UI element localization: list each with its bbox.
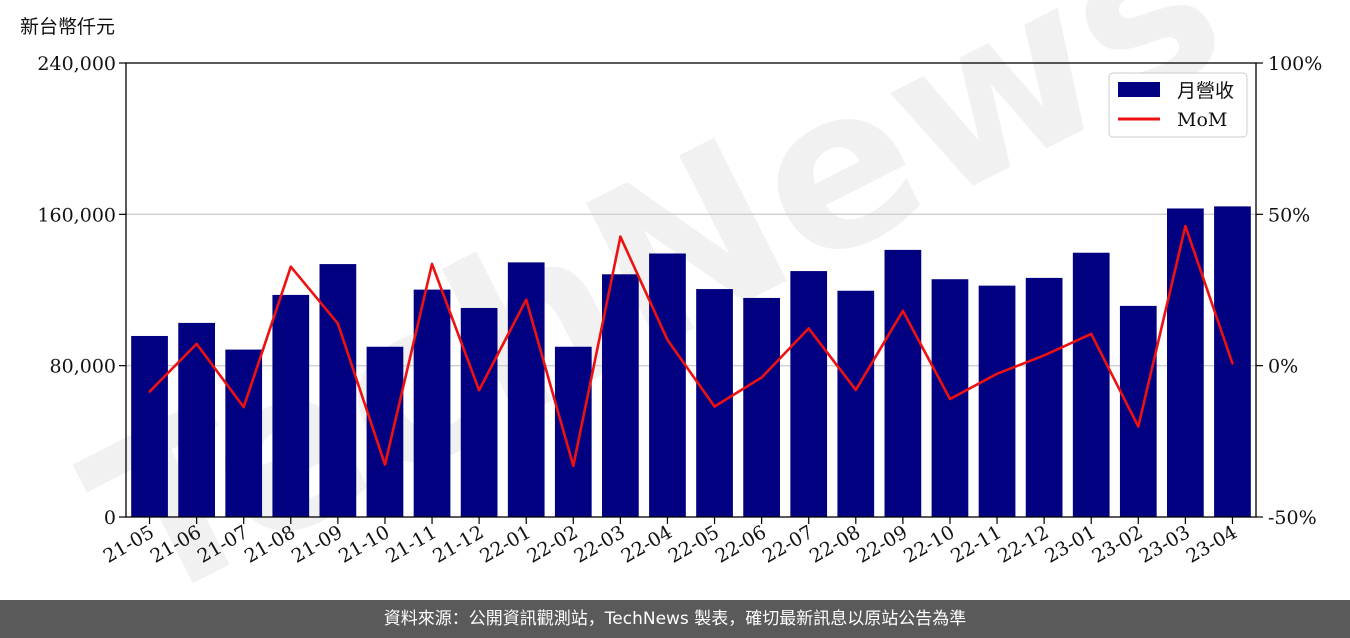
gridlines bbox=[126, 213, 1256, 367]
mom-point-22-05 bbox=[713, 405, 716, 408]
bar-23-02 bbox=[1119, 305, 1157, 517]
mom-point-21-08 bbox=[289, 265, 292, 268]
left-tick-label: 0 bbox=[104, 507, 116, 529]
mom-point-21-11 bbox=[430, 262, 434, 266]
x-tick-label-23-04: 23-04 bbox=[1183, 521, 1241, 567]
bar-22-06 bbox=[743, 297, 780, 517]
mom-point-21-06 bbox=[195, 342, 198, 346]
x-tick-label-22-04: 22-04 bbox=[618, 521, 676, 567]
bar-21-08 bbox=[272, 294, 310, 517]
x-tick-label-22-10: 22-10 bbox=[900, 521, 958, 567]
x-tick-label-21-12: 21-12 bbox=[429, 521, 487, 567]
y-unit-label: 新台幣仟元 bbox=[20, 16, 115, 38]
right-tick-label: 0% bbox=[1268, 356, 1298, 378]
bar-22-02 bbox=[554, 346, 592, 517]
bar-series bbox=[131, 206, 1251, 517]
mom-point-21-07 bbox=[242, 405, 245, 409]
bar-21-07 bbox=[225, 349, 263, 517]
legend-swatch-bar bbox=[1118, 82, 1160, 97]
mom-point-22-01 bbox=[525, 298, 528, 301]
bar-23-01 bbox=[1072, 252, 1110, 517]
left-tick-label: 160,000 bbox=[37, 204, 116, 226]
mom-point-21-10 bbox=[383, 463, 387, 466]
mom-point-22-10 bbox=[948, 397, 952, 401]
bar-22-12 bbox=[1025, 277, 1063, 517]
x-tick-label-22-02: 22-02 bbox=[523, 521, 581, 567]
mom-point-22-09 bbox=[901, 309, 905, 313]
mom-point-22-07 bbox=[807, 327, 810, 330]
legend-label-line: MoM bbox=[1177, 109, 1227, 131]
mom-point-21-12 bbox=[477, 388, 481, 392]
x-tick-label-23-02: 23-02 bbox=[1088, 521, 1146, 567]
left-tick-label: 80,000 bbox=[50, 356, 116, 378]
mom-point-21-05 bbox=[148, 390, 151, 393]
mom-point-22-11 bbox=[995, 372, 999, 376]
right-tick-label: 100% bbox=[1268, 53, 1322, 75]
footer-source-note: 資料來源：公開資訊觀測站，TechNews 製表，確切最新訊息以原站公告為準 bbox=[0, 600, 1350, 638]
mom-point-23-03 bbox=[1184, 224, 1187, 228]
bar-21-06 bbox=[178, 322, 215, 517]
left-tick-label: 240,000 bbox=[37, 53, 116, 75]
mom-point-22-06 bbox=[760, 376, 763, 379]
bar-22-08 bbox=[837, 290, 875, 517]
right-tick-label: -50% bbox=[1268, 507, 1317, 529]
mom-point-23-01 bbox=[1090, 332, 1093, 336]
x-tick-label-22-07: 22-07 bbox=[759, 521, 817, 567]
x-tick-label-22-01: 22-01 bbox=[476, 521, 534, 567]
bar-22-01 bbox=[507, 262, 545, 517]
bar-22-03 bbox=[602, 274, 639, 517]
plot-frame bbox=[125, 62, 1257, 518]
mom-point-22-04 bbox=[666, 338, 669, 342]
mom-point-22-12 bbox=[1042, 354, 1046, 357]
bar-22-09 bbox=[884, 249, 922, 517]
x-tick-label-22-09: 22-09 bbox=[853, 521, 911, 567]
mom-point-23-02 bbox=[1137, 425, 1140, 428]
bar-23-03 bbox=[1167, 208, 1204, 517]
mom-point-23-04 bbox=[1231, 362, 1234, 365]
x-tick-label-23-03: 23-03 bbox=[1135, 521, 1193, 567]
mom-point-21-09 bbox=[336, 322, 340, 325]
bar-21-05 bbox=[131, 335, 168, 517]
mom-point-22-03 bbox=[619, 235, 622, 238]
mom-line-series bbox=[148, 224, 1234, 468]
chart: TechNews 080,000160,000240,000-50%0%50%1… bbox=[20, 0, 1322, 600]
right-tick-label: 50% bbox=[1268, 204, 1310, 226]
x-tick-label-22-11: 22-11 bbox=[947, 521, 1005, 567]
bar-21-11 bbox=[413, 289, 451, 517]
x-tick-label-22-06: 22-06 bbox=[712, 521, 770, 567]
legend: 月營收 MoM bbox=[1108, 72, 1248, 138]
bar-21-09 bbox=[319, 264, 357, 517]
bar-22-04 bbox=[649, 253, 686, 517]
bar-22-11 bbox=[978, 285, 1016, 517]
legend-label-bar: 月營收 bbox=[1177, 80, 1234, 102]
x-tick-label-22-03: 22-03 bbox=[570, 521, 628, 567]
x-tick-label-22-08: 22-08 bbox=[806, 521, 864, 567]
bar-21-12 bbox=[460, 307, 498, 517]
mom-point-22-08 bbox=[854, 388, 857, 392]
mom-line bbox=[148, 224, 1234, 468]
bar-21-10 bbox=[366, 346, 404, 517]
mom-point-22-02 bbox=[572, 464, 575, 468]
x-tick-label-23-01: 23-01 bbox=[1041, 521, 1099, 567]
x-tick-label-22-12: 22-12 bbox=[994, 521, 1052, 567]
x-tick-label-22-05: 22-05 bbox=[665, 521, 723, 567]
bar-22-07 bbox=[790, 271, 828, 517]
bar-22-05 bbox=[696, 289, 733, 517]
